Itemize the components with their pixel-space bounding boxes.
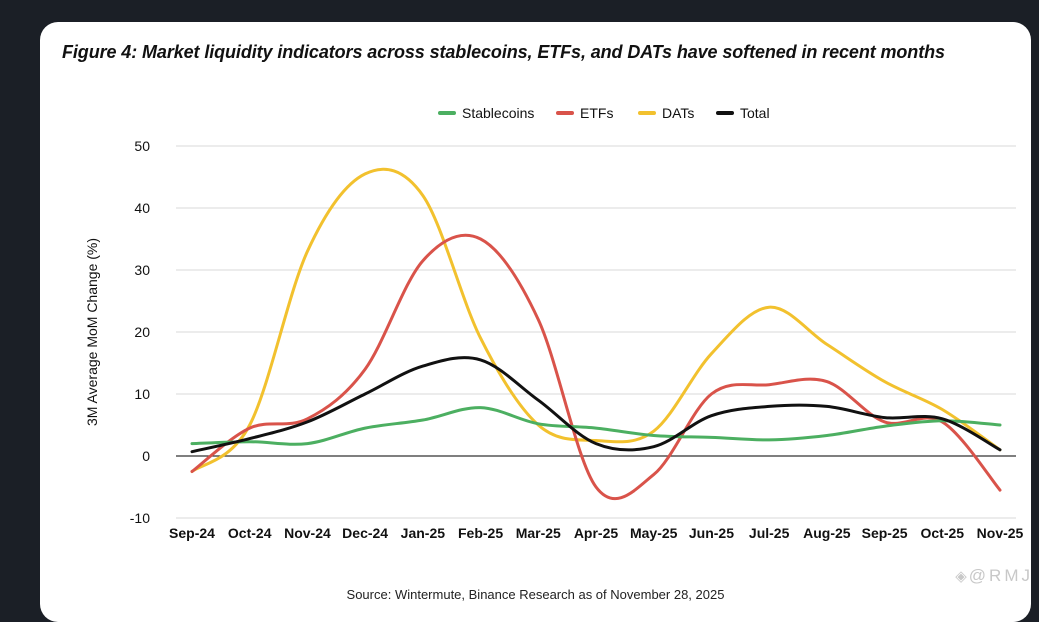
x-tick-label: Apr-25: [574, 525, 619, 541]
series-line-dats: [190, 167, 1002, 473]
x-tick-label: Sep-25: [862, 525, 908, 541]
line-chart: -10 0 10 20 30 40 50 Sep-24 Oct-24 Nov-24 Dec-24 Ja…: [84, 105, 1024, 541]
legend-label: ETFs: [580, 105, 613, 121]
x-tick-label: Nov-25: [977, 525, 1024, 541]
x-tick-label: Oct-24: [228, 525, 272, 541]
legend-label: Stablecoins: [462, 105, 534, 121]
watermark-text: @RMJ: [968, 566, 1033, 585]
y-tick-label: 10: [134, 386, 150, 402]
x-tick-label: Sep-24: [169, 525, 215, 541]
x-tick-label: Jun-25: [689, 525, 734, 541]
series-line-stablecoins: [190, 406, 1002, 446]
x-tick-label: Nov-24: [284, 525, 331, 541]
y-axis-label: 3M Average MoM Change (%): [84, 238, 100, 426]
series-line-total: [190, 356, 1002, 454]
figure-title: Figure 4: Market liquidity indicators ac…: [62, 42, 945, 62]
y-tick-label: 50: [134, 138, 150, 154]
y-tick-label: 30: [134, 262, 150, 278]
x-tick-label: Mar-25: [516, 525, 561, 541]
series-line-etfs: [190, 233, 1002, 501]
legend-label: Total: [740, 105, 770, 121]
x-tick-label: Feb-25: [458, 525, 503, 541]
x-tick-label: May-25: [630, 525, 678, 541]
figure-card: Figure 4: Market liquidity indicators ac…: [40, 22, 1031, 622]
watermark: ◈ @RMJ: [955, 566, 1033, 586]
diamond-logo-icon: ◈: [955, 568, 967, 585]
x-tick-label: Dec-24: [342, 525, 388, 541]
y-tick-label: 40: [134, 200, 150, 216]
x-tick-label: Jan-25: [401, 525, 446, 541]
legend-label: DATs: [662, 105, 694, 121]
y-tick-label: 20: [134, 324, 150, 340]
y-tick-label: 0: [142, 448, 150, 464]
x-tick-label: Oct-25: [920, 525, 964, 541]
y-tick-label: -10: [130, 510, 150, 526]
x-tick-label: Aug-25: [803, 525, 851, 541]
x-tick-label: Jul-25: [749, 525, 790, 541]
source-note: Source: Wintermute, Binance Research as …: [346, 587, 725, 602]
